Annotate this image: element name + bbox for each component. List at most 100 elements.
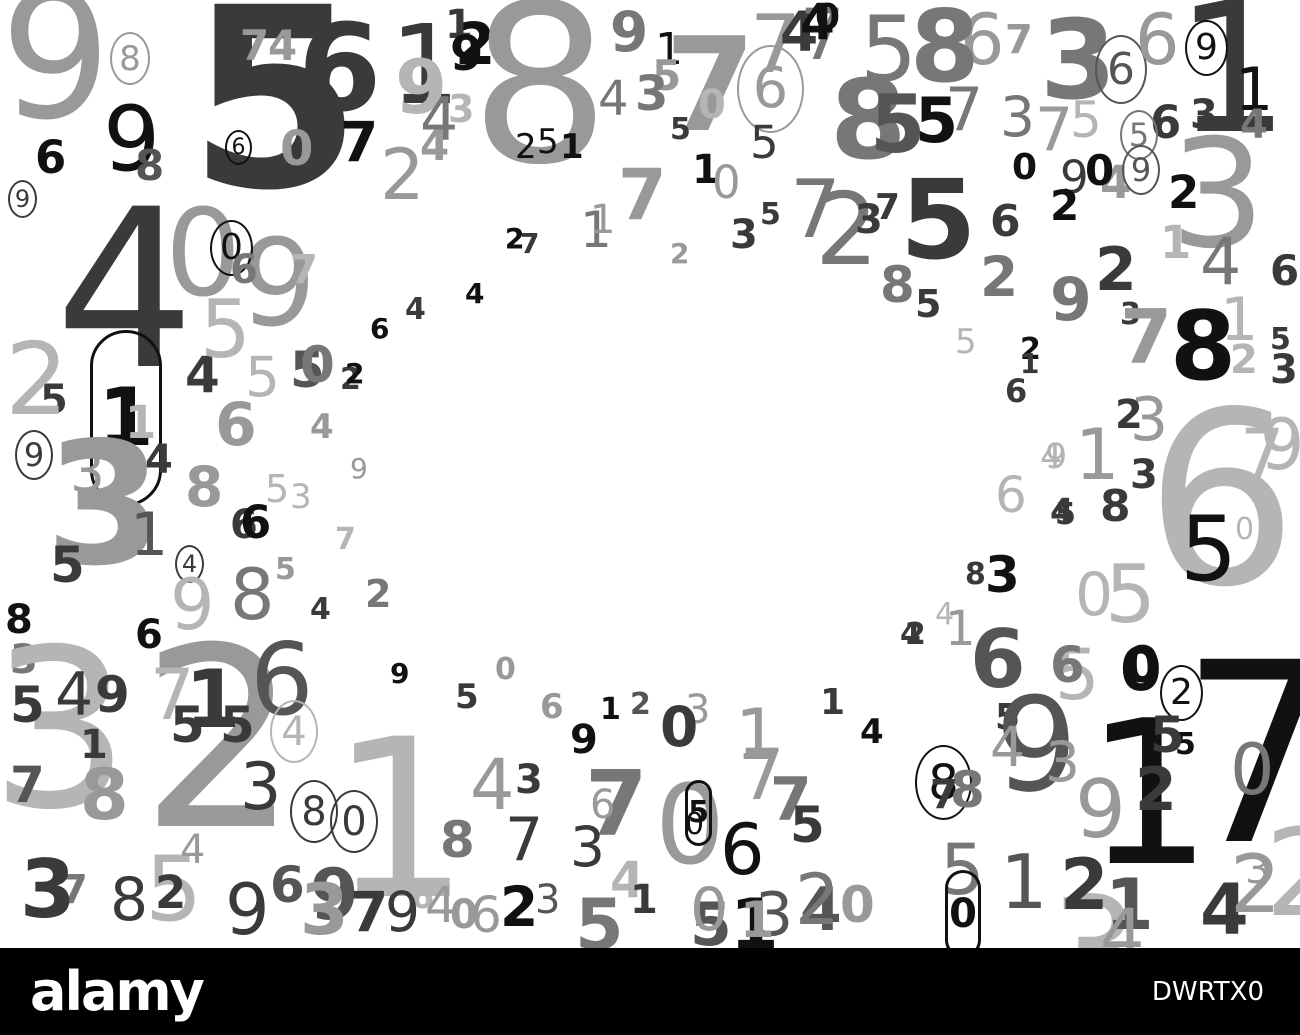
digit-bottom-center: 3 xyxy=(570,815,605,879)
digit-upper-band: 9 xyxy=(1122,145,1160,195)
digit-inner-ring: 1 xyxy=(820,682,846,723)
digit-left-side: 5 xyxy=(265,467,290,511)
digit-top-center: 4 xyxy=(598,71,629,127)
digit-upper-band: 5 xyxy=(760,197,781,232)
watermark-footer-bar: alamy DWRTX0 xyxy=(0,948,1300,1035)
digit-top-left: 6 xyxy=(298,0,382,139)
digit-top-left: 8 xyxy=(110,32,150,85)
digit-upper-band: 5 xyxy=(915,282,942,326)
digit-right-side: 6 xyxy=(1145,360,1298,640)
digit-bottom-left: 8 xyxy=(290,780,338,843)
digit-bottom-center: 0 xyxy=(660,695,699,759)
digit-bottom-left: 0 xyxy=(450,892,478,938)
digit-right-side: 2 xyxy=(1115,392,1143,438)
digit-left-side: 5 xyxy=(40,377,68,423)
image-id-label: DWRTX0 xyxy=(1151,977,1264,1007)
digit-upper-band: 2 xyxy=(1095,235,1137,305)
digit-upper-band: 6 xyxy=(990,196,1021,247)
digit-top-center: 6 xyxy=(737,45,804,133)
digit-bottom-left: 1 xyxy=(185,653,241,746)
digit-bottom-left: 7 xyxy=(150,654,195,736)
digit-top-center: 4 xyxy=(780,0,819,64)
digit-top-left: 4 xyxy=(420,121,450,170)
digit-bottom-center: 4 xyxy=(610,851,645,909)
digit-bottom-left: 4 xyxy=(180,827,206,873)
digit-bottom-center: 7 xyxy=(770,765,812,835)
digit-bottom-center: 5 xyxy=(575,884,624,948)
digit-top-center: 7 xyxy=(618,154,667,236)
digit-upper-band: 3 xyxy=(730,212,758,258)
digit-top-right: 6 xyxy=(960,0,1005,81)
digit-inner-ring: 4 xyxy=(1050,492,1075,532)
digit-bottom-center: 1 xyxy=(730,884,779,948)
digit-top-right: 5 xyxy=(1070,91,1102,149)
digit-inner-ring: 1 xyxy=(1020,347,1040,380)
digit-top-right: 0 xyxy=(1012,147,1038,188)
digit-upper-band: 8 xyxy=(1170,292,1237,402)
digit-top-center: 5 xyxy=(750,116,779,169)
digit-inner-ring: 9 xyxy=(350,452,368,485)
digit-left-side: 3 xyxy=(10,637,38,683)
digit-inner-ring: 4 xyxy=(405,292,426,327)
digit-top-left: 9 xyxy=(450,26,484,82)
digit-top-right: 4 xyxy=(1240,102,1268,148)
digit-top-right: 9 xyxy=(1185,20,1228,76)
digit-upper-band: 7 xyxy=(875,187,901,228)
digit-left-side: 6 xyxy=(230,247,258,293)
digit-bottom-right: 3 xyxy=(1050,880,1139,949)
digit-top-left: 8 xyxy=(135,141,165,190)
digit-inner-ring: 2 xyxy=(365,572,392,616)
digit-bottom-right: 3 xyxy=(1245,847,1271,893)
digit-bottom-right: 8 xyxy=(950,761,985,819)
digit-bottom-right: 0 xyxy=(1120,635,1162,705)
digit-bottom-right: 9 xyxy=(995,669,1078,821)
digit-top-left: 4 xyxy=(268,21,298,70)
digit-upper-band: 2 xyxy=(670,237,690,270)
digit-bottom-right: 1 xyxy=(1085,678,1213,911)
digit-bottom-right: 7 xyxy=(930,772,958,818)
digit-inner-ring: 0 xyxy=(495,652,516,687)
digit-bottom-right: 2 xyxy=(1160,665,1203,721)
digit-top-center: 5 xyxy=(537,122,559,162)
digit-top-right: 6 xyxy=(1135,0,1180,81)
digit-top-center: 9 xyxy=(610,0,649,64)
digit-bottom-center: 4 xyxy=(470,744,515,826)
digit-bottom-center: 6 xyxy=(720,809,765,891)
digit-top-center: 1 xyxy=(560,127,584,167)
digit-inner-ring: 3 xyxy=(685,687,711,733)
digit-inner-ring: 0 xyxy=(300,336,335,394)
digit-upper-band: 3 xyxy=(855,197,883,243)
digit-inner-ring: 3 xyxy=(985,546,1020,604)
digit-top-center: 7 xyxy=(800,0,845,76)
digit-top-right: 3 xyxy=(1170,108,1266,282)
digit-top-left: 1 xyxy=(390,1,460,129)
digit-bottom-center: 5 xyxy=(685,780,712,846)
digit-right-side: 0 xyxy=(1235,512,1255,547)
digit-bottom-center: 2 xyxy=(500,875,539,939)
digit-bottom-center: 5 xyxy=(790,796,825,854)
digit-bottom-left: 3 xyxy=(240,750,282,825)
digit-bottom-left: 5 xyxy=(220,696,255,754)
digit-right-side: 4 xyxy=(1040,437,1063,477)
digit-right-side: 0 xyxy=(1125,636,1160,694)
digit-right-side: 6 xyxy=(995,466,1027,524)
digit-top-left: 0 xyxy=(280,121,314,177)
digit-right-side: 6 xyxy=(970,613,1026,706)
digit-upper-band: 7 xyxy=(790,163,841,256)
digit-bottom-right: 1 xyxy=(1000,838,1048,926)
digit-left-side: 5 xyxy=(245,345,280,409)
digit-right-side: 7 xyxy=(1240,414,1285,496)
digit-bottom-center: 0 xyxy=(840,876,875,934)
digit-bottom-left: 1 xyxy=(80,722,108,768)
digit-bottom-right: 4 xyxy=(1200,869,1249,948)
digit-right-side: 3 xyxy=(1130,452,1158,498)
digit-bottom-right: 1 xyxy=(1105,864,1154,946)
digit-top-center: 1 xyxy=(655,24,683,75)
digit-top-center: 7 xyxy=(750,0,801,91)
digit-bottom-center: 1 xyxy=(735,694,780,776)
digit-bottom-center: 7 xyxy=(585,752,648,857)
digit-inner-ring: 5 xyxy=(955,322,977,362)
digit-inner-ring: 4 xyxy=(860,712,884,752)
digit-right-side: 5 xyxy=(1055,497,1076,532)
